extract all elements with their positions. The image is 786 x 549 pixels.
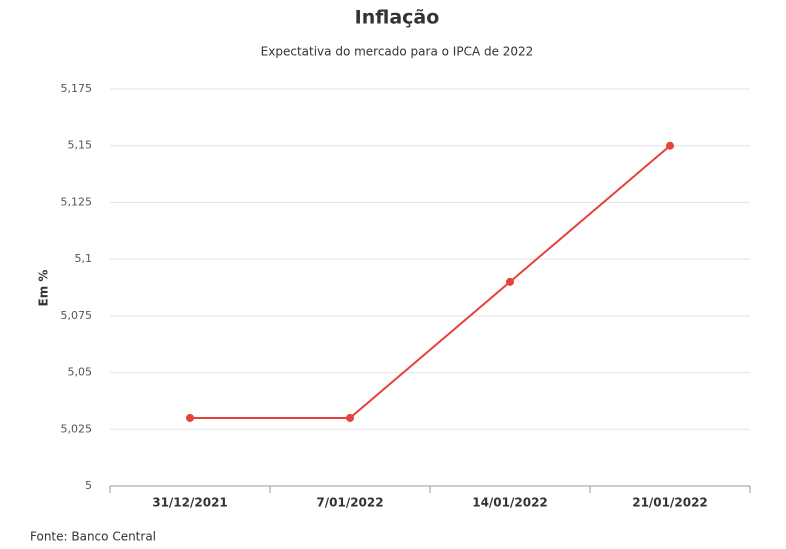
point bbox=[666, 141, 674, 150]
y-tick-label: 5,1 bbox=[75, 252, 93, 265]
chart-title: Inflação bbox=[355, 7, 440, 29]
y-tick-label: 5,175 bbox=[61, 82, 93, 95]
y-tick-label: 5 bbox=[85, 479, 92, 492]
source: Fonte: Banco Central bbox=[30, 530, 156, 544]
y-tick-label: 5,125 bbox=[61, 195, 93, 208]
x-tick-label: 21/01/2022 bbox=[632, 496, 708, 510]
x-tick-label: 31/12/2021 bbox=[152, 496, 228, 510]
y-tick-label: 5,05 bbox=[68, 366, 93, 379]
y-tick-label: 5,15 bbox=[68, 139, 93, 152]
line bbox=[190, 144, 671, 419]
point bbox=[186, 413, 194, 422]
y-tick-label: 5,025 bbox=[61, 422, 93, 435]
x-tick-label: 7/01/2022 bbox=[316, 496, 383, 510]
point bbox=[506, 277, 514, 286]
point bbox=[346, 413, 354, 422]
y-tick-label: 5,075 bbox=[61, 309, 93, 322]
chart-subtitle: Expectativa do mercado para o IPCA de 20… bbox=[261, 45, 534, 59]
y-axis-label: Em % bbox=[37, 270, 51, 307]
x-tick-label: 14/01/2022 bbox=[472, 496, 548, 510]
